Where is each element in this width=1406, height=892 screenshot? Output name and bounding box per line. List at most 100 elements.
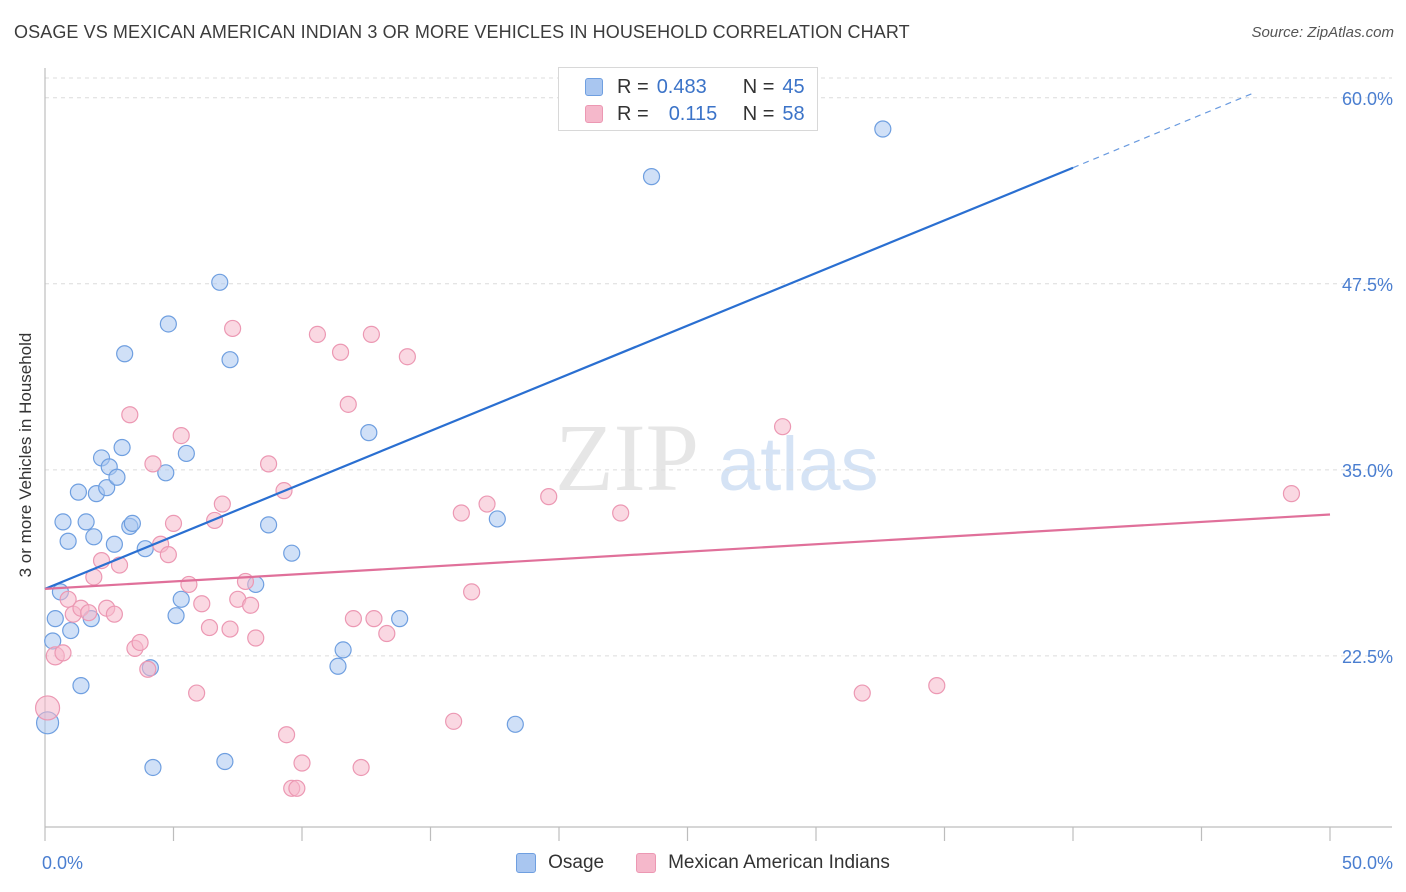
mexican-r-value: 0.115 bbox=[668, 102, 718, 125]
point-osage-26 bbox=[159, 315, 177, 333]
chart-title: OSAGE VS MEXICAN AMERICAN INDIAN 3 OR MO… bbox=[14, 22, 910, 42]
point-osage-9 bbox=[77, 513, 95, 531]
point-mexican-american-indians-16 bbox=[144, 455, 162, 473]
point-mexican-american-indians-51 bbox=[478, 495, 496, 513]
point-osage-24 bbox=[144, 758, 162, 777]
point-mexican-american-indians-44 bbox=[362, 325, 380, 343]
point-mexican-american-indians-15 bbox=[139, 660, 157, 678]
point-mexican-american-indians-55 bbox=[853, 684, 871, 702]
point-mexican-american-indians-46 bbox=[378, 624, 396, 643]
point-mexican-american-indians-52 bbox=[540, 488, 558, 506]
y-tick-label-3: 60.0% bbox=[1342, 89, 1393, 109]
point-mexican-american-indians-24 bbox=[200, 618, 219, 637]
point-osage-29 bbox=[177, 444, 195, 463]
osage-swatch bbox=[585, 78, 603, 96]
trend-line-mexican-american-indians bbox=[44, 513, 1331, 590]
mexican-legend-label: Mexican American Indians bbox=[668, 852, 890, 873]
data-points bbox=[34, 105, 1301, 797]
point-mexican-american-indians-30 bbox=[236, 572, 255, 591]
point-mexican-american-indians-12 bbox=[121, 406, 139, 424]
point-osage-4 bbox=[54, 513, 72, 531]
watermark-atlas: atlas bbox=[718, 422, 879, 507]
legend-row-osage: R = 0.483 N = 45 bbox=[585, 75, 805, 99]
y-tick-label-0: 22.5% bbox=[1342, 647, 1393, 667]
point-osage-39 bbox=[391, 610, 409, 628]
point-mexican-american-indians-18 bbox=[159, 546, 177, 564]
point-mexican-american-indians-39 bbox=[308, 325, 327, 343]
x-tick-label-1: 50.0% bbox=[1342, 853, 1393, 873]
point-mexican-american-indians-28 bbox=[224, 319, 242, 338]
watermark-zip: ZIP bbox=[555, 404, 699, 511]
watermark: ZIP atlas bbox=[555, 404, 879, 511]
point-osage-25 bbox=[157, 464, 175, 482]
n-label: N = bbox=[742, 75, 775, 98]
point-osage-36 bbox=[329, 657, 347, 675]
point-osage-7 bbox=[69, 483, 88, 501]
point-mexican-american-indians-43 bbox=[352, 758, 370, 777]
point-mexican-american-indians-57 bbox=[1282, 485, 1301, 503]
point-mexican-american-indians-49 bbox=[452, 504, 470, 522]
point-mexican-american-indians-45 bbox=[365, 610, 383, 628]
point-mexican-american-indians-42 bbox=[344, 610, 362, 628]
point-mexican-american-indians-19 bbox=[164, 514, 183, 533]
mexican-n-value: 58 bbox=[782, 102, 805, 125]
point-osage-31 bbox=[216, 752, 234, 771]
grid-lines bbox=[45, 77, 1392, 657]
point-osage-28 bbox=[172, 590, 190, 608]
point-osage-17 bbox=[108, 468, 126, 486]
mexican-american-indians-swatch bbox=[585, 105, 603, 123]
series-legend-osage[interactable]: Osage bbox=[516, 852, 604, 874]
n-label: N = bbox=[742, 102, 775, 125]
point-osage-37 bbox=[334, 641, 352, 659]
trend-line-osage bbox=[44, 166, 1074, 590]
series-legend-mexican-american-indians[interactable]: Mexican American Indians bbox=[636, 852, 890, 874]
point-mexican-american-indians-14 bbox=[131, 633, 149, 652]
point-osage-41 bbox=[506, 715, 524, 733]
point-mexican-american-indians-31 bbox=[242, 596, 260, 614]
point-mexican-american-indians-27 bbox=[221, 620, 239, 638]
point-mexican-american-indians-56 bbox=[928, 677, 946, 695]
point-mexican-american-indians-47 bbox=[398, 348, 416, 366]
point-osage-42 bbox=[642, 168, 661, 186]
point-osage-44 bbox=[874, 120, 892, 138]
point-mexican-american-indians-23 bbox=[193, 595, 211, 613]
point-mexican-american-indians-26 bbox=[213, 495, 231, 513]
point-osage-40 bbox=[488, 510, 506, 528]
point-osage-6 bbox=[62, 621, 80, 640]
point-osage-18 bbox=[113, 438, 131, 457]
point-osage-21 bbox=[123, 514, 141, 533]
trend-lines bbox=[44, 92, 1331, 590]
osage-r-value: 0.483 bbox=[656, 75, 707, 98]
point-osage-11 bbox=[85, 528, 103, 546]
point-mexican-american-indians-53 bbox=[612, 504, 630, 522]
source-credit: Source: ZipAtlas.com bbox=[1251, 24, 1394, 41]
point-osage-2 bbox=[46, 610, 64, 628]
osage-legend-label: Osage bbox=[548, 852, 605, 873]
point-mexican-american-indians-20 bbox=[172, 426, 190, 445]
point-osage-38 bbox=[360, 424, 378, 442]
tick-labels: 22.5% 35.0% 47.5% 60.0% 0.0% 50.0% bbox=[42, 89, 1393, 873]
point-mexican-american-indians-50 bbox=[463, 583, 481, 601]
point-mexican-american-indians-10 bbox=[105, 605, 123, 623]
point-mexican-american-indians-6 bbox=[80, 604, 98, 622]
point-mexican-american-indians-35 bbox=[277, 726, 296, 744]
y-tick-label-2: 47.5% bbox=[1342, 275, 1393, 295]
y-tick-label-1: 35.0% bbox=[1342, 461, 1393, 481]
point-mexican-american-indians-0 bbox=[34, 695, 61, 721]
point-mexican-american-indians-38 bbox=[293, 754, 311, 772]
point-mexican-american-indians-37 bbox=[288, 779, 306, 797]
point-osage-34 bbox=[259, 516, 278, 534]
osage-n-value: 45 bbox=[782, 75, 805, 98]
correlation-legend: R = 0.483 N = 45 R = 0.115 N = 58 bbox=[558, 67, 818, 131]
r-label: R = bbox=[617, 102, 649, 125]
point-mexican-american-indians-40 bbox=[331, 343, 350, 361]
point-mexican-american-indians-41 bbox=[339, 395, 357, 413]
r-label: R = bbox=[617, 75, 649, 98]
point-osage-27 bbox=[167, 607, 185, 625]
point-osage-14 bbox=[98, 479, 116, 497]
series-legend: Osage Mexican American Indians bbox=[0, 852, 1406, 874]
point-osage-35 bbox=[283, 544, 301, 562]
point-osage-8 bbox=[72, 677, 90, 695]
point-osage-19 bbox=[116, 345, 134, 363]
